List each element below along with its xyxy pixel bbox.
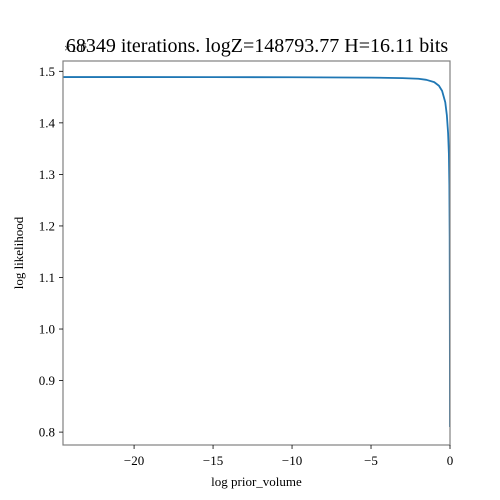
plot-area <box>62 60 451 446</box>
y-tick-label: 1.3 <box>39 167 55 182</box>
y-tick-label: 1.2 <box>39 218 55 233</box>
x-axis: −20 −15 −10 −5 0 <box>124 445 453 468</box>
y-tick-label: 0.9 <box>39 373 55 388</box>
series-layer <box>63 76 450 427</box>
x-tick-label: −15 <box>203 453 223 468</box>
y-tick-label: 1.5 <box>39 64 55 79</box>
y-tick-label: 1.0 <box>39 322 55 337</box>
y-axis-label: log likelihood <box>11 216 26 289</box>
series-line <box>63 76 450 427</box>
x-tick-label: −5 <box>364 453 378 468</box>
y-tick-label: 1.1 <box>39 270 55 285</box>
x-tick-label: −10 <box>282 453 302 468</box>
x-axis-label: log prior_volume <box>211 474 302 489</box>
y-tick-label: 0.8 <box>39 425 55 440</box>
y-tick-label: 1.4 <box>39 115 56 130</box>
plot-frame <box>62 60 451 446</box>
chart-title: 68349 iterations. logZ=148793.77 H=16.11… <box>66 35 449 57</box>
x-tick-label: 0 <box>447 453 454 468</box>
y-offset-label: ×10⁵ <box>64 41 87 55</box>
y-axis: 0.8 0.9 1.0 1.1 1.2 1.3 1.4 1.5 <box>39 64 63 440</box>
x-tick-label: −20 <box>124 453 144 468</box>
